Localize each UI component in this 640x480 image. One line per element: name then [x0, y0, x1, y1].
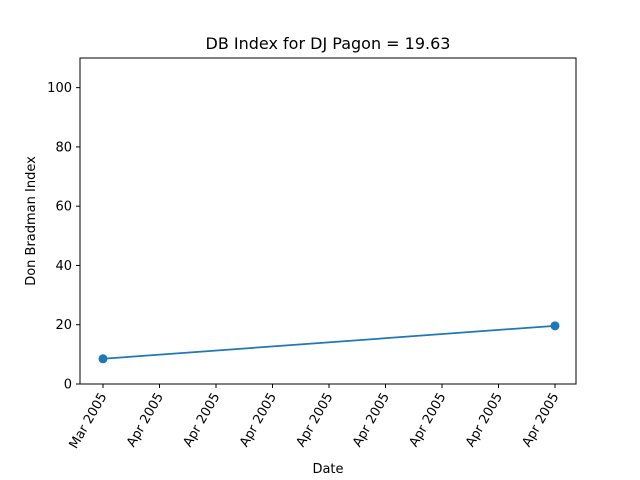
series-line	[102, 324, 556, 360]
y-axis: 0 20 40 60 80 100	[47, 81, 80, 393]
plot-area	[79, 57, 577, 385]
y-tick-label: 100	[47, 81, 72, 96]
y-tick-label: 0	[64, 378, 72, 393]
y-tick-label: 80	[55, 140, 72, 155]
series-layer	[98, 321, 560, 364]
y-tick-label: 60	[55, 200, 72, 215]
x-axis-label: Date	[312, 462, 343, 477]
data-point	[98, 354, 108, 364]
data-point	[550, 321, 560, 331]
chart-title: DB Index for DJ Pagon = 19.63	[206, 34, 451, 53]
y-tick-label: 40	[55, 259, 72, 274]
y-axis-label: Don Bradman Index	[24, 156, 39, 286]
y-tick-label: 20	[55, 318, 72, 333]
